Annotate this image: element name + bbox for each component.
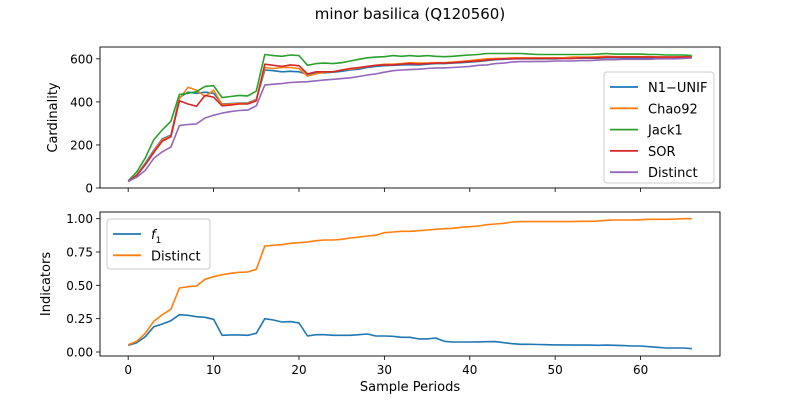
- axes-frame-2: [99, 211, 721, 357]
- series-line-2-2: [127, 217, 692, 346]
- x-tick-label: 10: [206, 363, 221, 377]
- panel-1: 0 200 400 600 Cardinality N1−UNIF Chao92 Jack1 S…: [46, 46, 721, 196]
- legend-label: f1: [151, 228, 161, 246]
- x-tick-label: 50: [548, 363, 563, 377]
- legend-1: N1−UNIF Chao92 Jack1 SOR Distinct: [603, 71, 715, 184]
- legend-label-subscript: 1: [156, 236, 162, 246]
- legend-label: N1−UNIF: [648, 81, 707, 96]
- series-line-1-5: [127, 57, 692, 183]
- y-tick-label: 600: [70, 52, 93, 66]
- legend-label: Jack1: [647, 124, 683, 139]
- y-axis-label: Cardinality: [46, 82, 61, 153]
- series-line-1-4: [127, 56, 692, 182]
- legend-label: Distinct: [151, 249, 201, 264]
- x-tick-label: 0: [124, 363, 132, 377]
- legend-box: [603, 71, 715, 184]
- x-tick-label: 30: [377, 363, 392, 377]
- legend-label: Distinct: [648, 166, 698, 181]
- x-tick-label: 20: [291, 363, 306, 377]
- y-tick-label: 400: [70, 95, 93, 109]
- legend-box: [106, 218, 211, 270]
- y-tick-label: 1.00: [66, 212, 93, 226]
- legend-label: SOR: [648, 145, 676, 160]
- axes-frame-1: [99, 46, 721, 189]
- y-tick-label: 0.50: [66, 279, 93, 293]
- panel-2: 0 10 20 30 40 50 60 0.00 0.25 0.50 0.75 1.00 Indicat…: [39, 211, 721, 395]
- series-line-1-3: [127, 52, 692, 182]
- x-tick-label: 40: [462, 363, 477, 377]
- figure-title: minor basilica (Q120560): [315, 5, 505, 23]
- legend-label: Chao92: [648, 102, 698, 117]
- x-axis-label: Sample Periods: [360, 380, 460, 395]
- legend-2: f1 Distinct: [106, 218, 211, 270]
- y-tick-label: 0.00: [66, 346, 93, 360]
- y-tick-label: 0.75: [66, 246, 93, 260]
- y-tick-label: 0.25: [66, 312, 93, 326]
- x-tick-label: 60: [633, 363, 648, 377]
- y-axis-label: Indicators: [39, 252, 54, 316]
- y-tick-label: 200: [70, 138, 93, 152]
- y-tick-label: 0: [85, 182, 93, 196]
- series-line-1-2: [127, 55, 692, 182]
- series-line-2-1: [127, 313, 692, 350]
